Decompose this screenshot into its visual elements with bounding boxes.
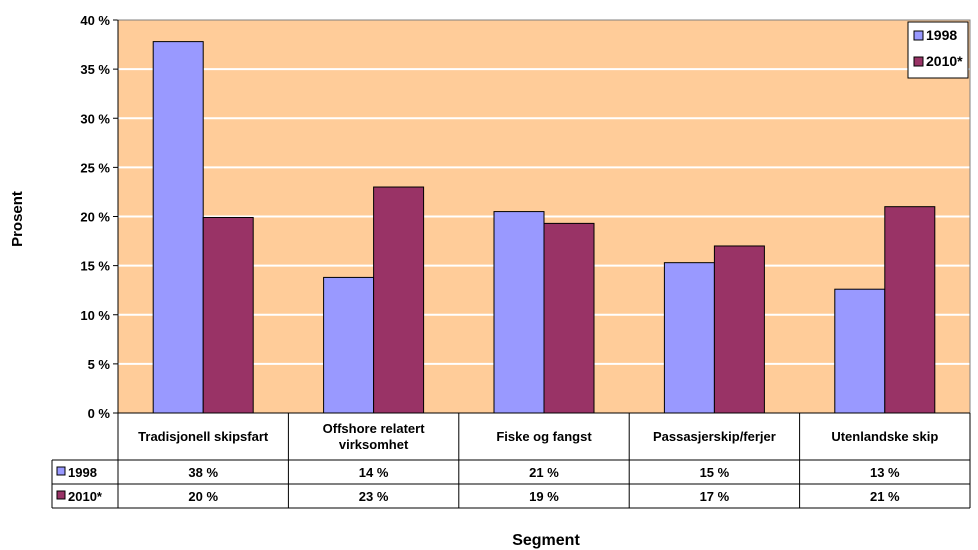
data-label-1-3: 17 % [700, 489, 730, 504]
legend-label-0: 1998 [926, 27, 957, 43]
y-tick-label: 10 % [80, 308, 110, 323]
y-tick-label: 0 % [88, 406, 111, 421]
y-tick-label: 20 % [80, 210, 110, 225]
data-label-1-0: 20 % [188, 489, 218, 504]
y-tick-label: 35 % [80, 62, 110, 77]
bar-1998-4 [834, 288, 886, 414]
plot-area: 0 % 5 % 10 % 15 % 20 % 25 % 30 % 35 % 40 % [80, 13, 971, 421]
bar-1998-0 [152, 41, 204, 414]
y-tick-label: 30 % [80, 111, 110, 126]
category-label-0: Tradisjonell skipsfart [138, 429, 269, 444]
y-tick-label: 40 % [80, 13, 110, 28]
data-label-0-0: 38 % [188, 465, 218, 480]
legend: 1998 2010* [907, 21, 969, 79]
legend-key-1 [913, 56, 924, 67]
data-label-1-4: 21 % [870, 489, 900, 504]
y-tick-label: 15 % [80, 259, 110, 274]
data-label-0-4: 13 % [870, 465, 900, 480]
bar-2010-2 [543, 222, 595, 414]
data-label-1-2: 19 % [529, 489, 559, 504]
table-series-name-1: 2010* [68, 489, 103, 504]
bar-2010-0 [202, 216, 254, 414]
category-label-1: Offshore relatert virksomhet [323, 421, 426, 452]
table-series-name-0: 1998 [68, 465, 97, 480]
category-label-4: Utenlandske skip [831, 429, 938, 444]
category-label-2: Fiske og fangst [496, 429, 592, 444]
y-tick-label: 5 % [88, 357, 111, 372]
bar-1998-1 [323, 276, 375, 414]
bar-1998-3 [663, 262, 715, 414]
data-label-1-1: 23 % [359, 489, 389, 504]
data-table: Tradisjonell skipsfart Offshore relatert v… [51, 412, 971, 509]
table-legend-key-0 [56, 466, 66, 476]
bar-2010-3 [713, 245, 765, 414]
data-label-0-1: 14 % [359, 465, 389, 480]
data-label-0-3: 15 % [700, 465, 730, 480]
table-legend-key-1 [56, 490, 66, 500]
y-tick-label: 25 % [80, 160, 110, 175]
category-label-3: Passasjerskip/ferjer [653, 429, 776, 444]
bar-2010-1 [373, 186, 425, 414]
data-label-0-2: 21 % [529, 465, 559, 480]
bar-1998-2 [493, 211, 545, 414]
legend-key-0 [913, 30, 924, 41]
bar-2010-4 [884, 206, 936, 414]
y-axis-label: Prosent [9, 191, 26, 247]
legend-label-1: 2010* [926, 53, 963, 69]
x-axis-label: Segment [512, 532, 580, 549]
